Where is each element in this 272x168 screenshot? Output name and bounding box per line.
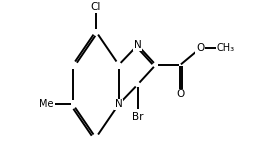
- Text: Cl: Cl: [91, 2, 101, 12]
- Text: CH₃: CH₃: [217, 44, 234, 53]
- Text: O: O: [196, 44, 204, 53]
- Text: Br: Br: [132, 112, 143, 122]
- Text: Me: Me: [39, 99, 54, 109]
- Text: O: O: [176, 89, 184, 99]
- Text: N: N: [134, 40, 141, 50]
- Text: N: N: [115, 99, 123, 109]
